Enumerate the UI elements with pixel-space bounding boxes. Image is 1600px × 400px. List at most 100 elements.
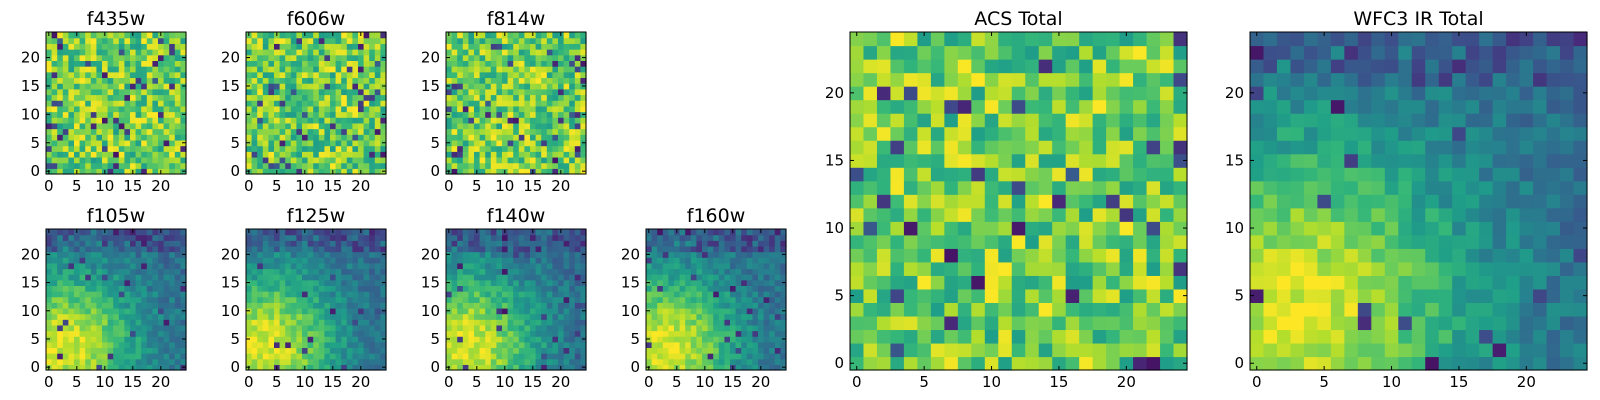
heatmap-cell bbox=[307, 330, 314, 337]
heatmap-cell bbox=[285, 251, 292, 258]
heatmap-cell bbox=[335, 43, 342, 50]
heatmap-cell bbox=[74, 307, 81, 315]
heatmap-cell bbox=[369, 313, 376, 320]
heatmap-cell bbox=[180, 353, 187, 360]
heatmap-cell bbox=[446, 330, 453, 337]
heatmap-cell bbox=[903, 248, 918, 263]
heatmap-cell bbox=[296, 268, 303, 275]
heatmap-cell bbox=[574, 353, 581, 360]
heatmap-cell bbox=[679, 291, 686, 298]
heatmap-cell bbox=[724, 324, 731, 332]
heatmap-cell bbox=[541, 60, 548, 67]
heatmap-cell bbox=[457, 88, 464, 96]
heatmap-cell bbox=[662, 279, 669, 286]
heatmap-cell bbox=[674, 358, 681, 365]
heatmap-cell bbox=[180, 347, 187, 354]
heatmap-cell bbox=[369, 128, 376, 135]
heatmap-cell bbox=[380, 330, 387, 337]
heatmap-cell bbox=[51, 54, 58, 61]
heatmap-cell bbox=[268, 313, 275, 320]
heatmap-cell bbox=[1052, 194, 1067, 209]
heatmap-cell bbox=[558, 257, 565, 264]
heatmap-cell bbox=[850, 356, 865, 371]
heatmap-cell bbox=[146, 162, 153, 169]
heatmap-cell bbox=[462, 128, 469, 135]
heatmap-cell bbox=[552, 83, 559, 90]
heatmap-cell bbox=[468, 105, 475, 113]
heatmap-cell bbox=[702, 262, 709, 270]
heatmap-cell bbox=[363, 285, 370, 292]
heatmap-cell bbox=[85, 324, 92, 332]
heatmap-cell bbox=[352, 324, 359, 332]
heatmap-cell bbox=[713, 358, 720, 365]
heatmap-cell bbox=[457, 37, 464, 44]
x-tick-label: 5 bbox=[672, 373, 682, 391]
heatmap-cell bbox=[580, 151, 587, 158]
heatmap-cell bbox=[863, 153, 878, 168]
y-tick-label: 10 bbox=[421, 302, 440, 320]
heatmap-cell bbox=[957, 207, 972, 222]
heatmap-cell bbox=[490, 229, 497, 236]
heatmap-cell bbox=[535, 134, 542, 141]
heatmap-cell bbox=[574, 88, 581, 96]
heatmap-cell bbox=[741, 245, 748, 253]
heatmap-cell bbox=[468, 257, 475, 264]
heatmap-cell bbox=[274, 71, 281, 79]
heatmap-cell bbox=[313, 105, 320, 113]
heatmap-cell bbox=[646, 240, 653, 247]
heatmap-cell bbox=[51, 111, 58, 118]
heatmap-cell bbox=[335, 229, 342, 236]
heatmap-cell bbox=[346, 162, 353, 169]
heatmap-cell bbox=[1106, 234, 1121, 249]
heatmap-cell bbox=[569, 37, 576, 44]
heatmap-cell bbox=[518, 245, 525, 253]
heatmap-cell bbox=[268, 358, 275, 365]
heatmap-cell bbox=[513, 111, 520, 118]
heatmap-cell bbox=[174, 257, 181, 264]
heatmap-cell bbox=[307, 291, 314, 298]
heatmap-cell bbox=[374, 94, 381, 101]
heatmap-cell bbox=[903, 275, 918, 290]
heatmap-cell bbox=[341, 347, 348, 354]
heatmap-cell bbox=[1092, 275, 1107, 290]
heatmap-cell bbox=[496, 134, 503, 141]
heatmap-cell bbox=[341, 37, 348, 44]
heatmap-cell bbox=[158, 341, 165, 349]
heatmap-cell bbox=[457, 60, 464, 67]
heatmap-cell bbox=[530, 145, 537, 152]
heatmap-cell bbox=[302, 100, 309, 107]
heatmap-cell bbox=[763, 240, 770, 247]
heatmap-cell bbox=[62, 156, 69, 164]
heatmap-cell bbox=[524, 88, 531, 96]
heatmap-cell bbox=[341, 105, 348, 113]
heatmap-cell bbox=[124, 279, 131, 286]
heatmap-cell bbox=[474, 49, 481, 56]
heatmap-cell bbox=[79, 364, 86, 371]
heatmap-cell bbox=[662, 291, 669, 298]
heatmap-cell bbox=[262, 66, 269, 73]
heatmap-cell bbox=[457, 313, 464, 320]
heatmap-cell bbox=[51, 128, 58, 135]
heatmap-cell bbox=[57, 234, 64, 241]
heatmap-cell bbox=[107, 156, 114, 164]
heatmap-cell bbox=[446, 60, 453, 67]
heatmap-cell bbox=[535, 117, 542, 124]
heatmap-cell bbox=[546, 291, 553, 298]
heatmap-cell bbox=[541, 94, 548, 101]
heatmap-cell bbox=[85, 134, 92, 141]
heatmap-cell bbox=[174, 358, 181, 365]
heatmap-cell bbox=[307, 274, 314, 281]
heatmap-cell bbox=[152, 358, 159, 365]
heatmap-cell bbox=[696, 358, 703, 365]
heatmap-cell bbox=[451, 100, 458, 107]
heatmap-cell bbox=[468, 302, 475, 309]
heatmap-cell bbox=[62, 279, 69, 286]
heatmap-cell bbox=[369, 291, 376, 298]
heatmap-cell bbox=[158, 134, 165, 141]
heatmap-cell bbox=[685, 234, 692, 241]
y-tick-label: 5 bbox=[430, 134, 440, 152]
heatmap-cell bbox=[346, 274, 353, 281]
y-tick-label: 20 bbox=[21, 49, 40, 67]
heatmap-cell bbox=[718, 358, 725, 365]
heatmap-cell bbox=[462, 279, 469, 286]
